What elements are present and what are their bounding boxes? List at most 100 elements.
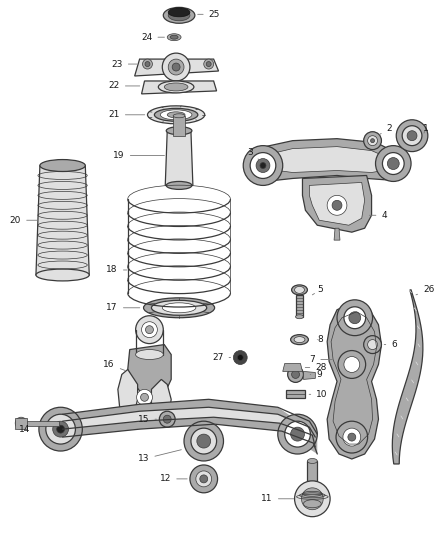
Text: 10: 10 [309, 390, 328, 399]
Circle shape [285, 421, 311, 447]
Polygon shape [141, 81, 216, 94]
Circle shape [291, 427, 304, 441]
Ellipse shape [136, 350, 163, 360]
Polygon shape [134, 59, 219, 76]
Circle shape [46, 414, 75, 444]
Ellipse shape [164, 83, 188, 91]
Circle shape [402, 126, 422, 146]
Ellipse shape [292, 285, 307, 295]
Circle shape [168, 59, 184, 75]
Polygon shape [327, 302, 381, 459]
Circle shape [344, 357, 360, 373]
Circle shape [371, 139, 374, 143]
Text: 17: 17 [106, 303, 140, 312]
Ellipse shape [40, 159, 85, 172]
Bar [307, 461, 317, 481]
Text: 16: 16 [103, 360, 125, 370]
Bar [296, 295, 304, 317]
Text: 6: 6 [384, 340, 397, 349]
Circle shape [204, 59, 214, 69]
Circle shape [53, 421, 68, 437]
Circle shape [57, 425, 64, 433]
Polygon shape [263, 147, 394, 173]
Circle shape [349, 312, 361, 324]
Polygon shape [152, 379, 171, 419]
Circle shape [237, 354, 243, 360]
Polygon shape [392, 290, 423, 464]
Text: 1: 1 [423, 124, 429, 133]
Circle shape [367, 136, 378, 146]
Ellipse shape [162, 303, 196, 313]
Circle shape [387, 158, 399, 169]
Circle shape [260, 163, 266, 168]
Ellipse shape [145, 326, 153, 334]
Circle shape [142, 59, 152, 69]
Ellipse shape [152, 300, 207, 315]
Circle shape [184, 421, 223, 461]
Ellipse shape [144, 298, 215, 318]
Polygon shape [334, 228, 340, 240]
Circle shape [364, 132, 381, 150]
Circle shape [278, 414, 317, 454]
Ellipse shape [168, 8, 190, 17]
Circle shape [39, 407, 82, 451]
Ellipse shape [294, 337, 305, 343]
Circle shape [141, 393, 148, 401]
Ellipse shape [291, 335, 308, 345]
Circle shape [15, 417, 27, 429]
Ellipse shape [166, 127, 192, 135]
Circle shape [200, 475, 208, 483]
Text: 4: 4 [369, 211, 387, 220]
Text: 9: 9 [310, 370, 322, 379]
Text: 18: 18 [106, 265, 127, 274]
Text: 7: 7 [310, 355, 332, 364]
Polygon shape [173, 116, 185, 136]
Circle shape [250, 152, 276, 179]
Ellipse shape [141, 322, 157, 337]
Circle shape [162, 53, 190, 81]
Text: 23: 23 [111, 60, 137, 69]
Ellipse shape [160, 110, 192, 120]
Circle shape [288, 367, 304, 382]
Text: 15: 15 [138, 415, 156, 424]
Circle shape [343, 428, 361, 446]
Circle shape [336, 421, 367, 453]
Polygon shape [309, 182, 365, 225]
Circle shape [197, 434, 211, 448]
Circle shape [191, 428, 216, 454]
Text: 20: 20 [10, 216, 37, 225]
Circle shape [256, 158, 270, 173]
Polygon shape [128, 345, 171, 399]
Circle shape [292, 370, 300, 378]
Polygon shape [283, 364, 303, 372]
Text: 12: 12 [160, 474, 187, 483]
Circle shape [137, 389, 152, 405]
Circle shape [344, 307, 366, 329]
Circle shape [301, 488, 323, 510]
Ellipse shape [167, 34, 181, 41]
Polygon shape [15, 418, 27, 429]
Circle shape [364, 336, 381, 353]
Circle shape [233, 351, 247, 365]
Polygon shape [21, 421, 59, 426]
Text: 28: 28 [305, 363, 327, 372]
Circle shape [332, 200, 342, 211]
Circle shape [206, 62, 211, 67]
Text: 2: 2 [380, 124, 392, 134]
Ellipse shape [304, 500, 321, 508]
Circle shape [327, 196, 347, 215]
Polygon shape [304, 372, 315, 379]
Text: 21: 21 [109, 110, 145, 119]
Polygon shape [63, 407, 315, 447]
Ellipse shape [36, 269, 89, 281]
Polygon shape [286, 390, 305, 398]
Circle shape [396, 120, 428, 151]
Circle shape [159, 411, 175, 427]
Ellipse shape [155, 108, 198, 122]
Polygon shape [118, 369, 138, 414]
Ellipse shape [295, 286, 304, 293]
Polygon shape [165, 131, 193, 185]
Circle shape [367, 340, 378, 350]
Polygon shape [331, 312, 377, 444]
Circle shape [375, 146, 411, 181]
